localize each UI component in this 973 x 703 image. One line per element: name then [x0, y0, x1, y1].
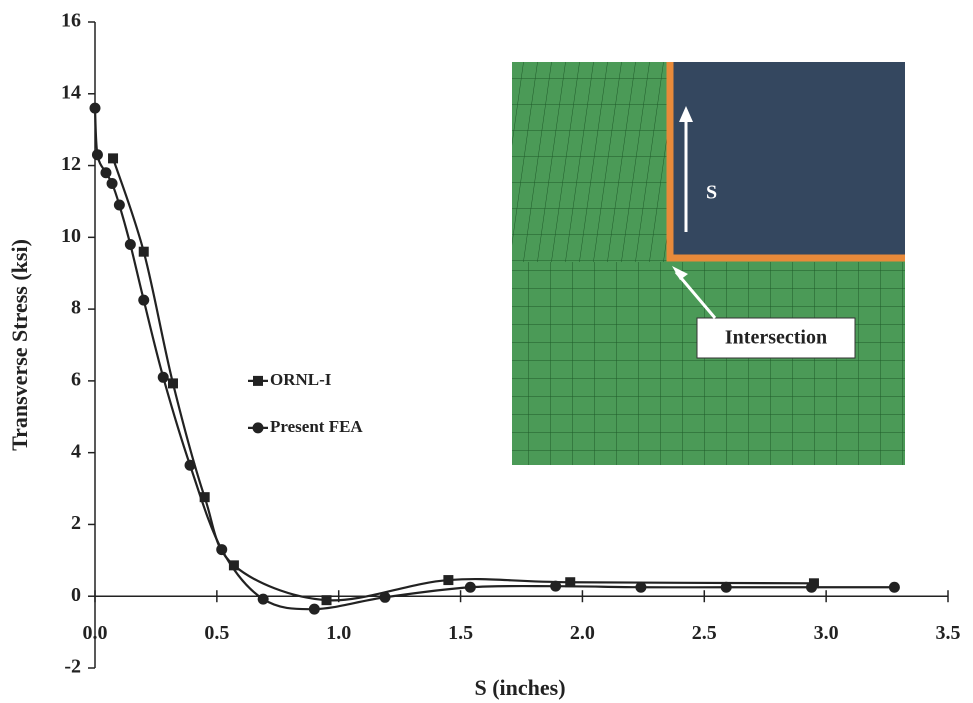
marker [167, 378, 178, 389]
x-axis-title: S (inches) [474, 675, 565, 700]
marker [138, 294, 150, 306]
y-tick-label: 12 [61, 153, 81, 175]
marker [720, 581, 732, 593]
marker [216, 544, 228, 556]
marker [108, 153, 119, 164]
y-tick-label: 14 [61, 81, 81, 103]
y-tick-label: 0 [71, 584, 81, 606]
y-tick-label: 6 [71, 368, 81, 390]
marker [91, 149, 103, 161]
marker [157, 371, 169, 383]
y-tick-label: 8 [71, 297, 81, 319]
marker [635, 581, 647, 593]
marker [124, 239, 136, 251]
x-tick-label: 2.0 [570, 622, 595, 644]
marker [806, 581, 818, 593]
legend-label: ORNL-I [270, 370, 332, 389]
marker [89, 102, 101, 114]
x-tick-label: 0.5 [204, 622, 229, 644]
x-tick-label: 2.5 [692, 622, 717, 644]
x-tick-label: 3.0 [814, 622, 839, 644]
legend-marker [252, 422, 264, 434]
inset-image: S Intersection [512, 62, 905, 465]
marker [464, 581, 476, 593]
marker [565, 577, 576, 588]
x-tick-label: 0.0 [83, 622, 108, 644]
y-axis-title: Transverse Stress (ksi) [7, 239, 32, 451]
x-tick-label: 1.0 [326, 622, 351, 644]
legend-label: Present FEA [270, 417, 363, 436]
marker [138, 246, 149, 257]
y-tick-label: -2 [64, 656, 81, 678]
marker [379, 591, 391, 603]
x-tick-label: 3.5 [936, 622, 961, 644]
inset-label: S [706, 182, 717, 204]
marker [550, 580, 562, 592]
inset-label: Intersection [725, 327, 827, 349]
y-tick-label: 2 [71, 512, 81, 534]
marker [308, 603, 320, 615]
marker [888, 581, 900, 593]
marker [100, 167, 112, 179]
y-tick-label: 4 [71, 440, 81, 462]
marker [184, 459, 196, 471]
marker [321, 595, 332, 606]
y-tick-label: 16 [61, 10, 81, 32]
x-tick-label: 1.5 [448, 622, 473, 644]
marker [106, 178, 118, 189]
marker [228, 560, 239, 571]
marker [257, 593, 269, 605]
marker [113, 199, 125, 211]
legend-marker [253, 375, 263, 386]
marker [199, 492, 210, 503]
marker [443, 575, 454, 586]
y-tick-label: 10 [61, 225, 81, 247]
